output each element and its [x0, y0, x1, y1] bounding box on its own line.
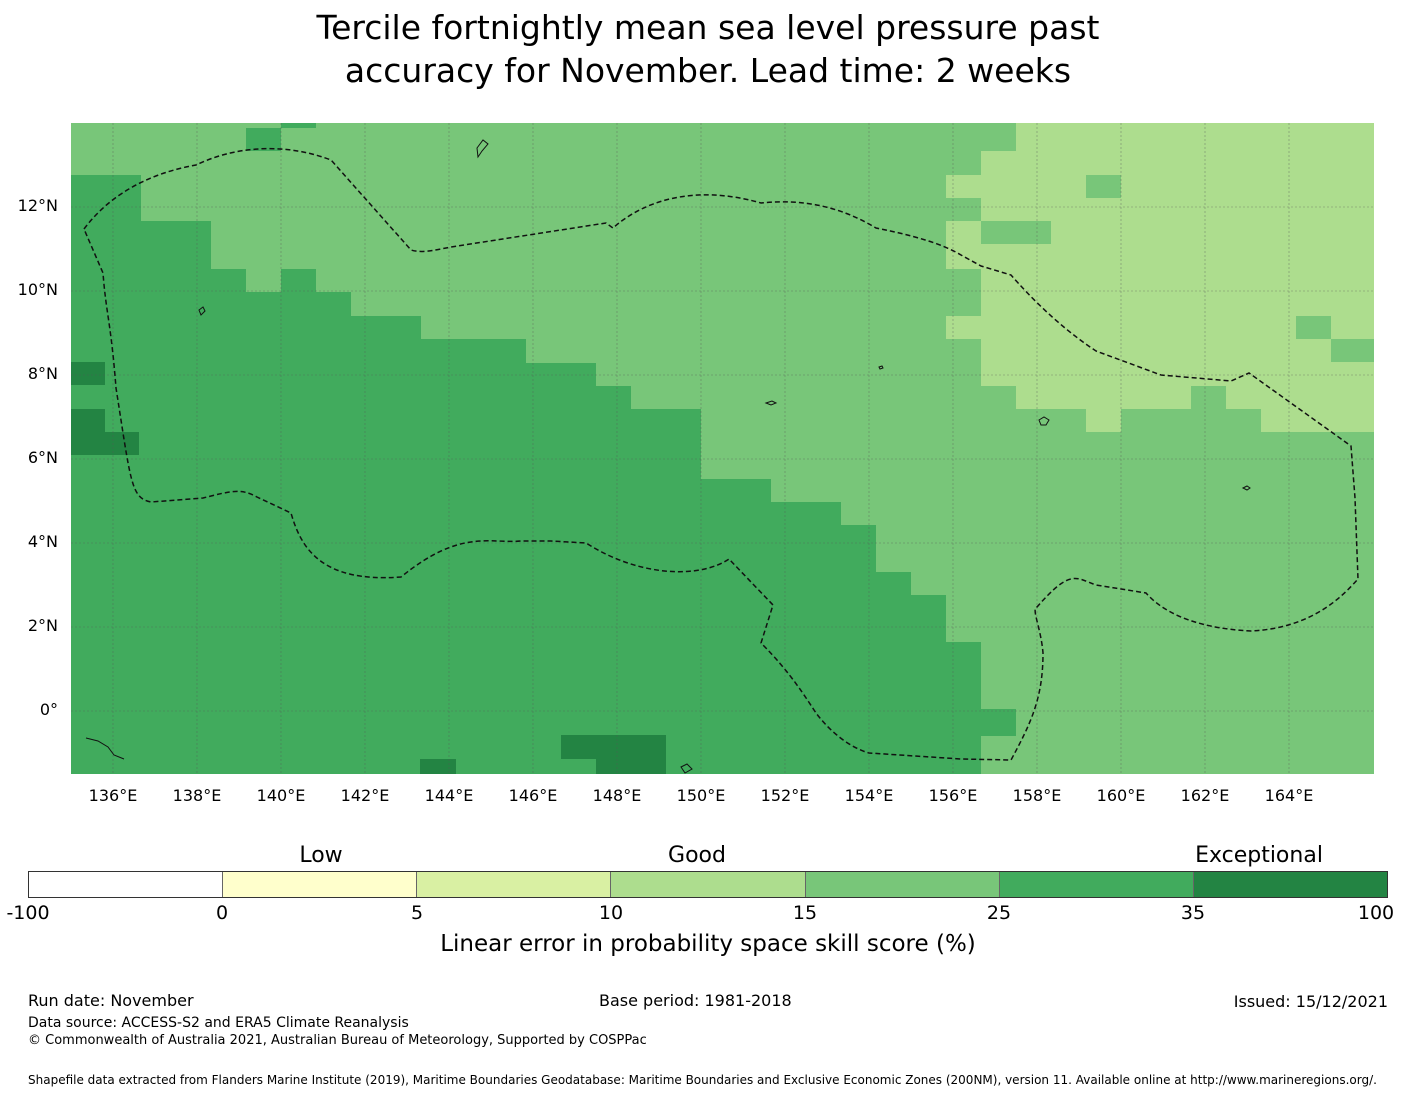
lon-label: 140°E [256, 786, 306, 805]
colorbar-tick: 15 [792, 902, 818, 924]
lon-label: 152°E [760, 786, 810, 805]
category-good: Good [668, 843, 726, 868]
lon-label: 156°E [928, 786, 978, 805]
shapefile-credit: Shapefile data extracted from Flanders M… [28, 1073, 1377, 1087]
title-line-2: accuracy for November. Lead time: 2 week… [344, 51, 1072, 90]
lon-label: 138°E [172, 786, 222, 805]
lon-label: 144°E [424, 786, 474, 805]
colorbar-segment [999, 872, 1194, 897]
patch-15-25-b [981, 221, 1051, 244]
colorbar-segment [805, 872, 1000, 897]
patch-35-a [71, 362, 105, 385]
patch-35-f [420, 759, 456, 774]
colorbar-tick: 100 [1357, 902, 1395, 924]
lon-label: 146°E [508, 786, 558, 805]
lat-label: 10°N [17, 280, 58, 299]
chart-title: Tercile fortnightly mean sea level press… [0, 6, 1416, 92]
patch-15-25-c [1296, 316, 1331, 339]
lat-label: 0° [39, 700, 58, 719]
lat-label: 4°N [27, 532, 58, 551]
data-source: Data source: ACCESS-S2 and ERA5 Climate … [28, 1015, 409, 1031]
patch-15-25-d [1331, 339, 1374, 362]
lon-label: 158°E [1012, 786, 1062, 805]
colorbar [28, 871, 1388, 898]
lat-label: 12°N [17, 196, 58, 215]
patch-35-c [71, 432, 139, 455]
colorbar-segment [223, 872, 418, 897]
category-low: Low [299, 843, 343, 868]
patch-35-d [561, 735, 666, 759]
region-25-35 [71, 175, 1016, 774]
colorbar-segment [611, 872, 806, 897]
lon-label: 154°E [844, 786, 894, 805]
lon-label: 136°E [88, 786, 138, 805]
lon-label: 142°E [340, 786, 390, 805]
skill-map [71, 123, 1374, 774]
lon-label: 150°E [676, 786, 726, 805]
patch-35-b [71, 409, 105, 432]
patch-25-35-top [246, 128, 281, 151]
eez-boundary [83, 147, 1359, 761]
colorbar-segment [417, 872, 612, 897]
colorbar-tick: -100 [6, 902, 50, 924]
islands [85, 139, 1251, 774]
patch-15-25-a [1086, 175, 1121, 198]
lon-label: 160°E [1096, 786, 1146, 805]
colorbar-tick: 35 [1180, 902, 1206, 924]
base-period: Base period: 1981-2018 [599, 991, 792, 1010]
lat-label: 8°N [27, 364, 58, 383]
run-date: Run date: November [28, 991, 194, 1010]
lon-label: 164°E [1264, 786, 1314, 805]
lat-label: 6°N [27, 448, 58, 467]
title-line-1: Tercile fortnightly mean sea level press… [316, 8, 1100, 47]
lon-label: 162°E [1180, 786, 1230, 805]
region-10-15 [946, 123, 1374, 432]
colorbar-segment [29, 872, 224, 897]
patch-25-35-top2 [281, 123, 316, 128]
colorbar-tick: 5 [410, 902, 424, 924]
category-exceptional: Exceptional [1195, 843, 1323, 868]
gridlines [71, 123, 1374, 774]
colorbar-label: Linear error in probability space skill … [440, 931, 976, 957]
lon-label: 148°E [592, 786, 642, 805]
colorbar-tick: 10 [598, 902, 624, 924]
colorbar-tick: 25 [986, 902, 1012, 924]
colorbar-tick: 0 [215, 902, 229, 924]
map-svg [71, 123, 1374, 774]
issued-date: Issued: 15/12/2021 [1233, 992, 1388, 1011]
patch-35-e [596, 759, 666, 774]
lat-label: 2°N [27, 616, 58, 635]
copyright: © Commonwealth of Australia 2021, Austra… [28, 1033, 647, 1048]
colorbar-segment [1193, 872, 1387, 897]
